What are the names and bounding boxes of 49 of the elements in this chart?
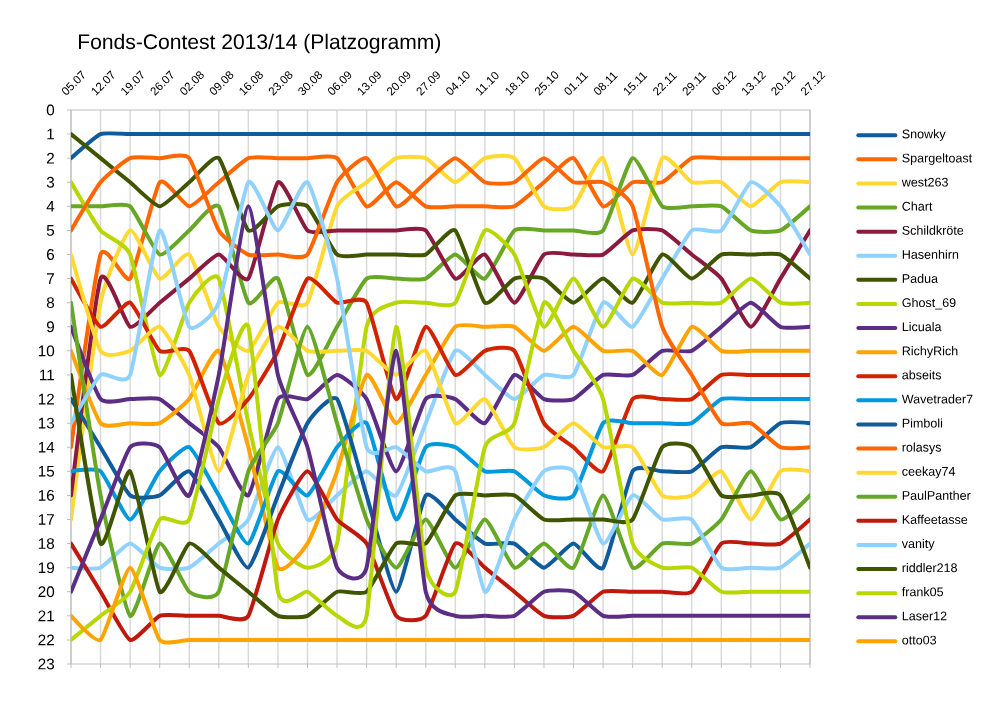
y-tick-label: 16 [38,489,55,501]
legend-label: Kaffeetasse [902,514,968,524]
legend-label: frank05 [901,587,944,597]
y-tick-label: 19 [38,562,54,574]
y-tick-label: 1 [47,128,54,140]
legend-label: Hasenhirn [902,249,959,259]
y-tick-label: 3 [46,176,55,188]
legend-label: PaulPanther [902,490,971,500]
legend-label: riddler218 [902,562,957,573]
legend-label: Spargeltoast [902,153,973,165]
y-tick-label: 23 [38,658,55,670]
legend-label: Laser12 [902,611,947,621]
y-tick-label: 0 [46,104,55,116]
legend-label: Schildkröte [902,225,964,235]
legend-label: otto03 [902,635,937,645]
y-tick-label: 13 [38,417,55,429]
legend-label: Chart [902,201,933,211]
y-tick-label: 7 [47,273,54,284]
y-tick-label: 15 [38,465,55,477]
legend-label: rolasys [902,442,942,455]
y-tick-label: 11 [39,369,54,381]
y-tick-label: 9 [46,321,55,333]
y-tick-label: 4 [46,201,55,212]
y-tick-label: 18 [38,538,55,549]
legend-label: abseits [902,370,942,380]
y-tick-label: 5 [46,225,55,236]
legend-label: west263 [901,177,948,187]
y-tick-label: 17 [38,514,54,525]
legend-label: Licuala [902,321,942,332]
legend-label: Padua [902,273,939,283]
legend-label: ceekay74 [902,466,956,479]
y-tick-label: 14 [38,441,55,453]
chart-title: Fonds-Contest 2013/14 (Platzogramm) [79,33,441,54]
legend-label: Wavetrader7 [901,394,973,404]
legend-label: RichyRich [902,346,958,358]
y-tick-label: 2 [46,152,54,164]
line-series [71,469,811,642]
y-tick-label: 12 [38,393,54,405]
y-tick-label: 8 [46,297,55,309]
y-tick-label: 20 [38,586,55,598]
y-tick-label: 6 [46,249,55,260]
y-tick-label: 21 [38,610,54,622]
legend-label: Pimboli [902,418,943,428]
legend-label: Ghost_69 [902,297,956,310]
y-tick-label: 10 [38,345,55,357]
legend-label: Snowky [902,129,946,141]
line-series [71,132,811,305]
y-tick-label: 22 [38,634,54,646]
legend-label: vanity [901,538,935,551]
